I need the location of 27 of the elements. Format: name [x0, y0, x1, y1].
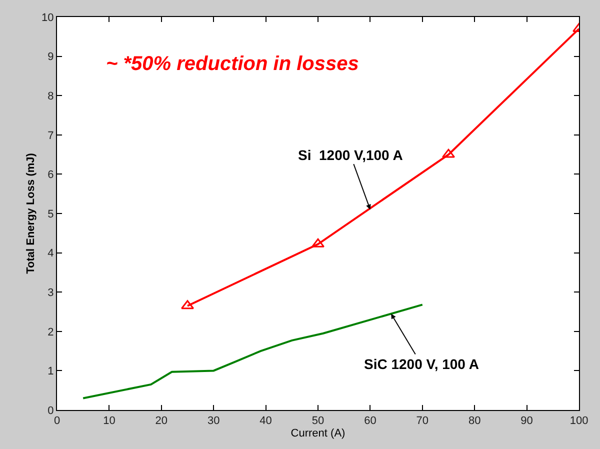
- x-tick-label: 60: [364, 415, 376, 428]
- y-tick-label: 3: [48, 286, 54, 299]
- y-tick-label: 4: [48, 248, 54, 260]
- x-tick-label: 40: [260, 415, 272, 428]
- y-tick-label: 10: [42, 12, 54, 24]
- x-tick-label: 100: [570, 415, 588, 428]
- y-tick-label: 6: [48, 169, 54, 182]
- x-tick-label: 80: [468, 415, 481, 428]
- y-tick-label: 7: [48, 130, 54, 142]
- x-tick-label: 70: [416, 415, 429, 428]
- x-tick-label: 20: [155, 415, 168, 428]
- y-tick-label: 0: [48, 404, 54, 417]
- x-tick-label: 50: [312, 415, 324, 428]
- y-tick-label: 2: [48, 326, 54, 338]
- annotation: SiC 1200 V, 100 A: [364, 356, 479, 372]
- y-tick-label: 9: [48, 51, 54, 64]
- y-tick-label: 5: [48, 208, 54, 220]
- x-tick-label: 10: [103, 415, 116, 428]
- y-tick-label: 8: [48, 90, 54, 102]
- line-series: [82, 304, 424, 400]
- annotation: Si 1200 V,100 A: [298, 147, 403, 163]
- x-tick-label: 30: [207, 415, 220, 428]
- annotation: ~ *50% reduction in losses: [106, 53, 359, 75]
- y-axis-title: Total Energy Loss (mJ): [25, 152, 38, 274]
- y-tick-label: 1: [48, 366, 54, 378]
- x-tick-label: 90: [520, 415, 533, 428]
- x-axis-title: Current (A): [290, 427, 346, 440]
